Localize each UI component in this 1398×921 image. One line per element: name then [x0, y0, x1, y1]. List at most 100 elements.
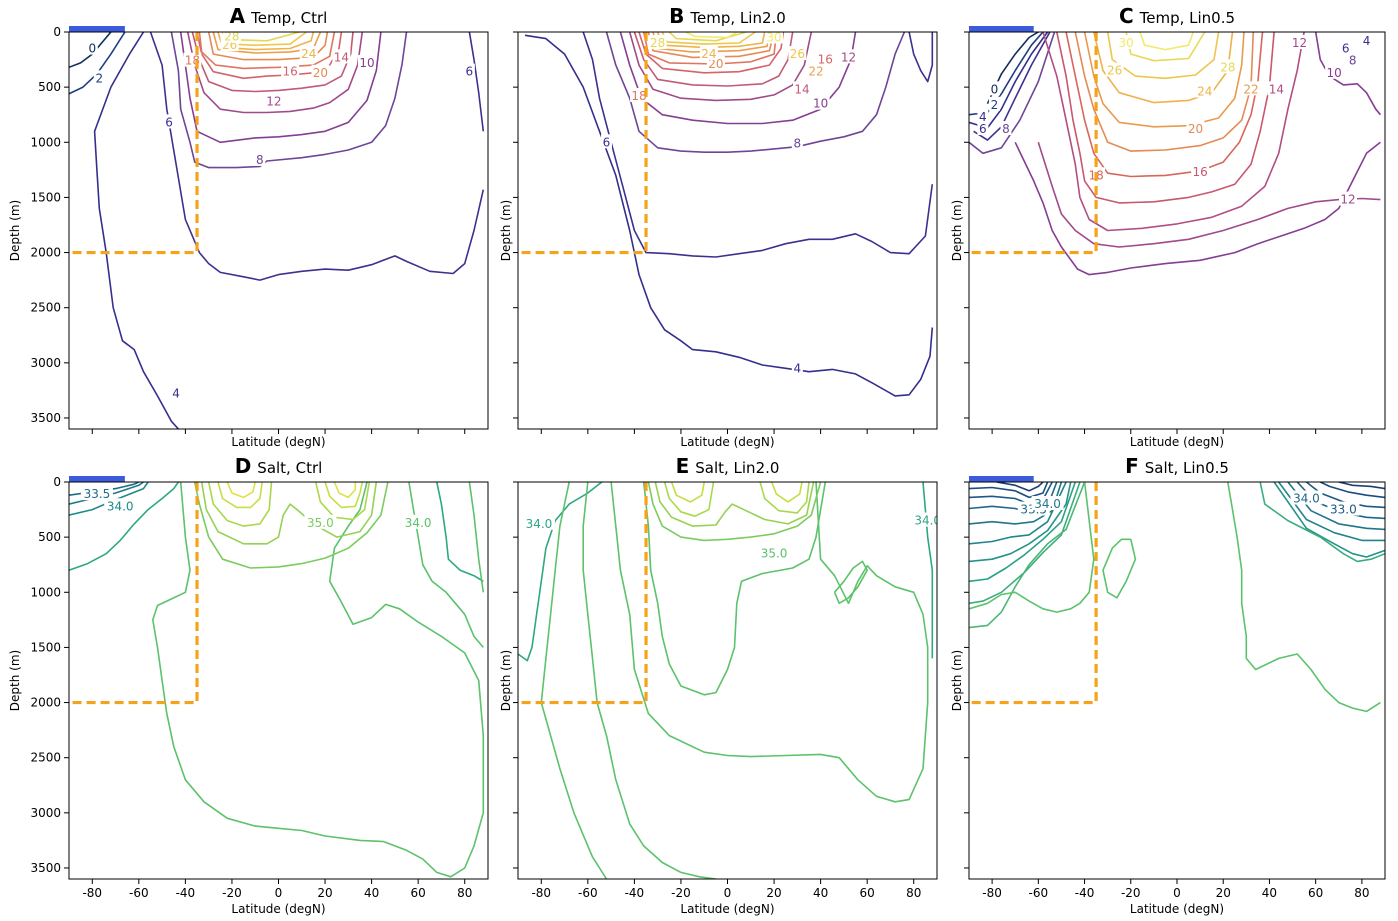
contour-line-14	[685, 32, 738, 39]
contour-label-bg	[1000, 121, 1012, 136]
contour-line-3	[149, 32, 485, 281]
contour-label-bg	[1290, 490, 1323, 505]
contour-line-13	[668, 32, 747, 42]
contour-label: 6	[1342, 42, 1350, 56]
contour-label-bg	[1195, 83, 1214, 98]
contour-label: 30	[766, 31, 781, 45]
contour-label-bg	[104, 498, 137, 513]
contour-label: 8	[1349, 54, 1357, 68]
contour-line-11	[656, 32, 766, 49]
contour-line-7	[647, 482, 822, 542]
contour-label-bg	[988, 81, 1000, 96]
x-tick-label: -40	[176, 886, 196, 900]
contour-label: 6	[603, 135, 611, 149]
x-tick-label: 60	[411, 886, 426, 900]
contour-label: 14	[794, 82, 809, 96]
contour-label-bg	[170, 385, 182, 400]
contour-label: 16	[1192, 165, 1207, 179]
contour-label: 4	[794, 361, 802, 375]
x-tick-label: 20	[766, 886, 781, 900]
contour-label-bg	[758, 545, 791, 560]
axes-frame	[68, 31, 489, 430]
contour-line-4	[468, 32, 485, 132]
contour-label: 12	[841, 50, 856, 64]
y-tick-label: 2000	[30, 246, 61, 260]
contour-label-bg	[1186, 121, 1205, 136]
contour-line-4	[436, 482, 484, 582]
x-tick-label: 60	[860, 886, 875, 900]
contour-label: 22	[1243, 82, 1258, 96]
panel-title-text: Temp, Lin0.5	[1139, 9, 1235, 27]
contour-label: 26	[1107, 64, 1122, 78]
panel-title-text: Salt, Ctrl	[257, 459, 322, 477]
contour-label-bg	[811, 95, 830, 110]
contour-label-bg	[264, 93, 283, 108]
contour-label: 16	[282, 65, 297, 79]
contour-label: 12	[1340, 193, 1355, 207]
contour-label-bg	[332, 49, 351, 64]
contour-label-bg	[311, 64, 330, 79]
region-box	[69, 32, 199, 255]
region-box	[969, 482, 1098, 705]
contour-line-1	[969, 482, 1049, 499]
panel-letter: C	[1119, 4, 1134, 28]
x-tick-label: -60	[1029, 886, 1049, 900]
contour-label: 20	[708, 57, 723, 71]
contour-label-bg	[522, 515, 555, 530]
contour-label-bg	[630, 87, 649, 102]
contour-line-7	[186, 32, 364, 114]
y-axis-label: Depth (m)	[499, 650, 513, 711]
x-tick-label: 40	[364, 886, 379, 900]
contour-line-3	[582, 482, 717, 879]
region-box	[69, 482, 199, 705]
y-axis-label: Depth (m)	[8, 200, 22, 261]
contour-label: 6	[979, 122, 987, 136]
y-axis-label: Depth (m)	[8, 650, 22, 711]
contour-label: 28	[224, 29, 239, 43]
x-tick-label: -40	[625, 886, 645, 900]
contour-line-3	[605, 32, 906, 153]
contour-label-bg	[402, 514, 435, 529]
contour-label-bg	[281, 63, 300, 78]
panel-e: 34.0 34.0 35.0 -80 -60 -40 -20 0 20 40 60 80 Latitud…	[499, 454, 938, 916]
contour-line-11	[314, 482, 371, 521]
contour-line-11	[207, 32, 329, 61]
panel-letter: D	[235, 454, 252, 478]
contour-line-13	[324, 482, 364, 509]
x-tick-label: 40	[1262, 886, 1277, 900]
plot-area: 34.0 34.0 35.0	[518, 482, 937, 879]
panel-letter: B	[669, 4, 684, 28]
contour-line-6	[179, 32, 382, 144]
contour-line-12	[770, 482, 803, 503]
contour-label: 6	[466, 65, 474, 79]
contour-line-20	[1227, 482, 1381, 713]
x-axis-label: Latitude (degN)	[231, 435, 325, 449]
contour-label: 33.5	[84, 487, 111, 501]
contour-label: 2	[991, 98, 999, 112]
x-tick-label: 0	[275, 886, 283, 900]
contour-label-bg	[299, 46, 318, 61]
contour-label-bg	[254, 151, 266, 166]
x-axis-label: Latitude (degN)	[1130, 435, 1224, 449]
contour-label-bg	[1241, 81, 1260, 96]
region-box	[518, 32, 648, 255]
ice-bar	[69, 476, 125, 482]
x-tick-label: 80	[1354, 886, 1369, 900]
contour-line-9	[200, 482, 378, 545]
contour-line-0	[518, 482, 603, 662]
x-tick-label: 0	[724, 886, 732, 900]
contour-label-bg	[1267, 81, 1286, 96]
contour-label: 2	[95, 71, 103, 85]
contour-label-bg	[791, 135, 803, 150]
contour-label-bg	[806, 63, 825, 78]
contour-label: 4	[172, 387, 180, 401]
panel-title: E Salt, Lin2.0	[676, 454, 780, 478]
panel-title-text: Salt, Lin2.0	[695, 459, 779, 477]
contour-label: 8	[794, 136, 802, 150]
contour-label-bg	[222, 32, 241, 43]
contour-line-3	[973, 32, 1051, 141]
contour-label-bg	[163, 114, 175, 129]
contour-label: 10	[1327, 66, 1342, 80]
x-tick-label: -80	[982, 886, 1002, 900]
